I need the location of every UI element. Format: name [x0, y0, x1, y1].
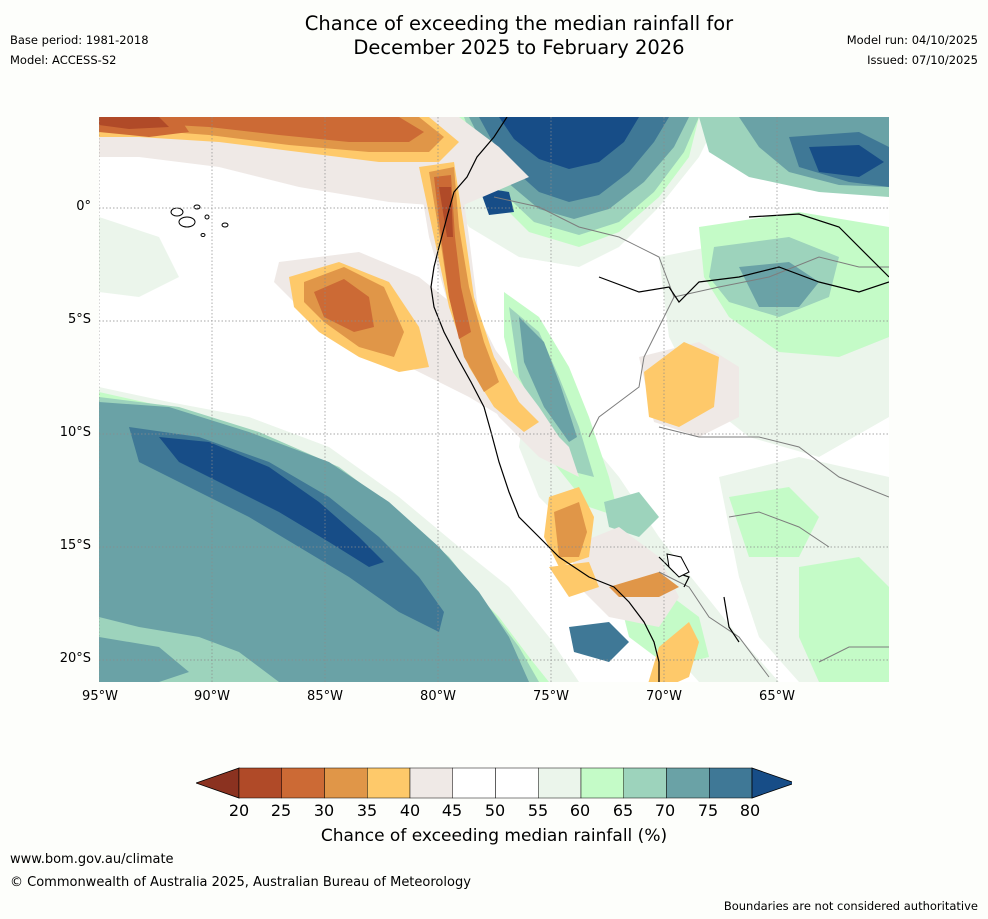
lon-label-95w: 95°W [82, 689, 118, 704]
rainfall-map [99, 117, 889, 682]
legend-tick-20: 20 [228, 801, 250, 820]
legend-swatch [367, 767, 411, 799]
run-info: Model run: 04/10/2025 Issued: 07/10/2025 [847, 30, 978, 70]
legend-swatch [324, 767, 368, 799]
legend-title: Chance of exceeding median rainfall (%) [320, 826, 668, 846]
legend-tick-30: 30 [313, 801, 335, 820]
legend-tick-45: 45 [441, 801, 463, 820]
lat-label-5s: 5°S [67, 312, 91, 327]
lat-label-10s: 10°S [59, 425, 91, 440]
lat-label-20s: 20°S [59, 651, 91, 666]
legend-tick-60: 60 [569, 801, 591, 820]
legend-tick-40: 40 [399, 801, 421, 820]
legend-tick-35: 35 [356, 801, 378, 820]
title-line-2: December 2025 to February 2026 [353, 36, 685, 59]
legend-tick-75: 75 [697, 801, 719, 820]
model-info: Base period: 1981-2018 Model: ACCESS-S2 [10, 30, 149, 70]
graticule [99, 117, 889, 682]
legend-tick-55: 55 [527, 801, 549, 820]
legend-swatch [238, 767, 282, 799]
legend-swatch [623, 767, 667, 799]
issued-date: Issued: 07/10/2025 [867, 53, 978, 67]
legend-tick-25: 25 [270, 801, 292, 820]
lon-label-85w: 85°W [307, 689, 343, 704]
legend-tick-50: 50 [484, 801, 506, 820]
lon-label-65w: 65°W [759, 689, 795, 704]
legend-swatch [452, 767, 496, 799]
legend-swatch [580, 767, 624, 799]
legend-swatch [281, 767, 325, 799]
title-line-1: Chance of exceeding the median rainfall … [304, 12, 734, 35]
legend-swatch [409, 767, 453, 799]
country-borders [493, 196, 889, 678]
map-title: Chance of exceeding the median rainfall … [194, 12, 844, 60]
model-run-date: Model run: 04/10/2025 [846, 33, 978, 47]
band-20-25 [99, 117, 453, 237]
legend-tick-80: 80 [739, 801, 761, 820]
lake-titicaca [666, 553, 690, 578]
legend-arrow-below-20 [196, 767, 240, 799]
legend-arrow-above-80 [751, 767, 792, 799]
color-legend-bar [196, 767, 792, 799]
lat-label-0: 0° [76, 199, 91, 214]
base-period: Base period: 1981-2018 [10, 33, 149, 47]
legend-tick-65: 65 [612, 801, 634, 820]
legend-swatch [538, 767, 582, 799]
boundary-disclaimer: Boundaries are not considered authoritat… [723, 899, 978, 913]
galapagos-islands [170, 204, 229, 237]
legend-tick-70: 70 [654, 801, 676, 820]
website-link[interactable]: www.bom.gov.au/climate [10, 852, 174, 867]
copyright-notice: © Commonwealth of Australia 2025, Austra… [10, 875, 471, 890]
model-name: Model: ACCESS-S2 [10, 53, 117, 67]
legend-swatch [495, 767, 539, 799]
lon-label-90w: 90°W [194, 689, 230, 704]
legend-swatch [666, 767, 710, 799]
lat-label-15s: 15°S [59, 538, 91, 553]
band-above-80 [159, 117, 884, 567]
legend-swatch [709, 767, 753, 799]
coastline [430, 117, 889, 682]
lon-label-75w: 75°W [533, 689, 569, 704]
lon-label-70w: 70°W [646, 689, 682, 704]
lon-label-80w: 80°W [420, 689, 456, 704]
